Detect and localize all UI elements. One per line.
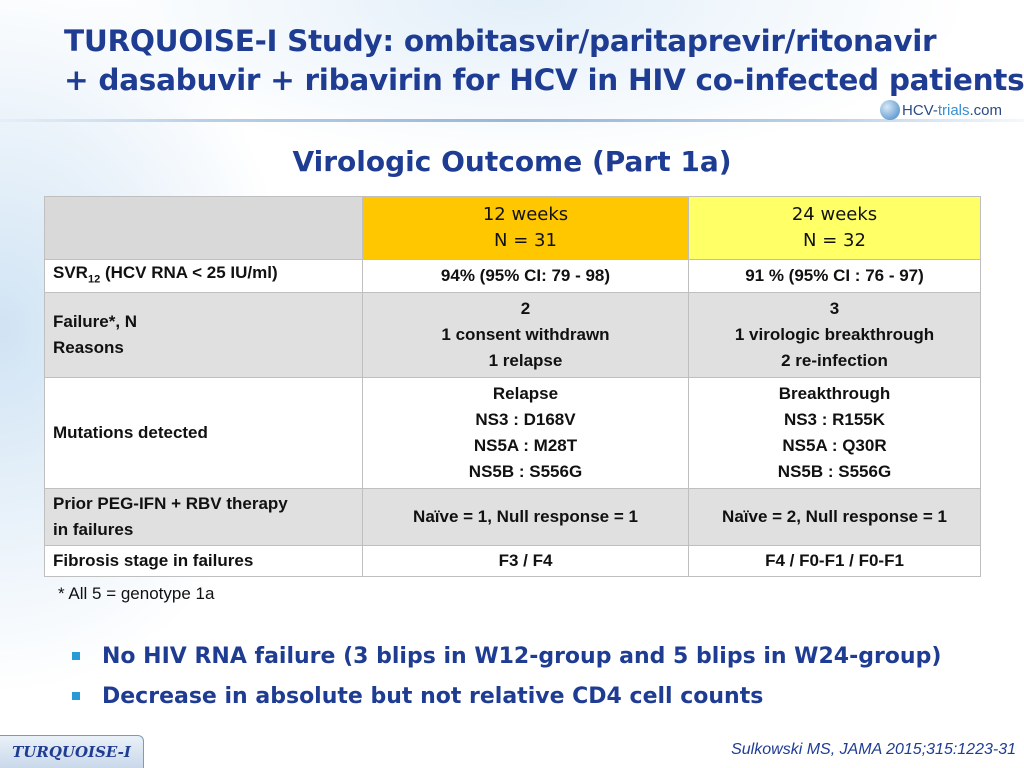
prior-therapy-24-weeks: Naïve = 2, Null response = 1 bbox=[688, 488, 981, 547]
fibrosis-12-weeks: F3 / F4 bbox=[362, 545, 689, 578]
prior-therapy-12-weeks: Naïve = 1, Null response = 1 bbox=[362, 488, 689, 547]
hcv-trials-globe-icon bbox=[880, 100, 900, 120]
mutations-12-weeks: Relapse NS3 : D168V NS5A : M28T NS5B : S… bbox=[362, 377, 689, 490]
prior-therapy-label: Prior PEG-IFN + RBV therapy in failures bbox=[44, 488, 363, 547]
header-12-weeks: 12 weeks N = 31 bbox=[362, 196, 689, 260]
mutations-24-weeks: Breakthrough NS3 : R155K NS5A : Q30R NS5… bbox=[688, 377, 981, 490]
study-tab[interactable]: TURQUOISE-I bbox=[0, 735, 144, 768]
bullet-square-icon bbox=[72, 692, 80, 700]
svr-24-weeks: 91 % (95% CI : 76 - 97) bbox=[688, 258, 981, 294]
title-line-1: TURQUOISE-I Study: ombitasvir/paritaprev… bbox=[64, 24, 937, 58]
citation: Sulkowski MS, JAMA 2015;315:1223-31 bbox=[731, 741, 1016, 758]
table-row-svr: SVR12 (HCV RNA < 25 IU/ml) 94% (95% CI: … bbox=[44, 258, 981, 294]
fibrosis-label: Fibrosis stage in failures bbox=[44, 545, 363, 578]
svr-12-weeks: 94% (95% CI: 79 - 98) bbox=[362, 258, 689, 294]
title-line-2: + dasabuvir + ribavirin for HCV in HIV c… bbox=[64, 63, 1024, 97]
bullet-text: No HIV RNA failure (3 blips in W12-group… bbox=[102, 643, 942, 669]
table-row-fibrosis: Fibrosis stage in failures F3 / F4 F4 / … bbox=[44, 545, 981, 578]
bullet-list: No HIV RNA failure (3 blips in W12-group… bbox=[72, 636, 1002, 716]
svr-label: SVR12 (HCV RNA < 25 IU/ml) bbox=[44, 258, 363, 294]
table-header-row: 12 weeks N = 31 24 weeks N = 32 bbox=[44, 196, 981, 260]
failure-24-weeks: 3 1 virologic breakthrough 2 re-infectio… bbox=[688, 292, 981, 379]
section-subtitle: Virologic Outcome (Part 1a) bbox=[292, 145, 732, 178]
bullet-item: Decrease in absolute but not relative CD… bbox=[72, 676, 1002, 716]
table-row-prior-therapy: Prior PEG-IFN + RBV therapy in failures … bbox=[44, 488, 981, 547]
failure-label: Failure*, N Reasons bbox=[44, 292, 363, 379]
mutations-label: Mutations detected bbox=[44, 377, 363, 490]
virologic-outcome-table: 12 weeks N = 31 24 weeks N = 32 SVR12 (H… bbox=[44, 196, 981, 578]
bullet-text: Decrease in absolute but not relative CD… bbox=[102, 683, 764, 709]
table-row-mutations: Mutations detected Relapse NS3 : D168V N… bbox=[44, 377, 981, 490]
page-title: TURQUOISE-I Study: ombitasvir/paritaprev… bbox=[64, 22, 1024, 100]
failure-12-weeks: 2 1 consent withdrawn 1 relapse bbox=[362, 292, 689, 379]
hcv-trials-logo: HCV-trials.com bbox=[880, 99, 1002, 121]
study-tab-label: TURQUOISE-I bbox=[12, 743, 131, 761]
fibrosis-24-weeks: F4 / F0-F1 / F0-F1 bbox=[688, 545, 981, 578]
header-24-weeks: 24 weeks N = 32 bbox=[688, 196, 981, 260]
table-footnote: * All 5 = genotype 1a bbox=[58, 584, 215, 603]
header-divider bbox=[0, 119, 1024, 122]
table-row-failure: Failure*, N Reasons 2 1 consent withdraw… bbox=[44, 292, 981, 379]
bullet-square-icon bbox=[72, 652, 80, 660]
bullet-item: No HIV RNA failure (3 blips in W12-group… bbox=[72, 636, 1002, 676]
header-blank-cell bbox=[44, 196, 363, 260]
logo-text: HCV-trials.com bbox=[902, 101, 1003, 119]
